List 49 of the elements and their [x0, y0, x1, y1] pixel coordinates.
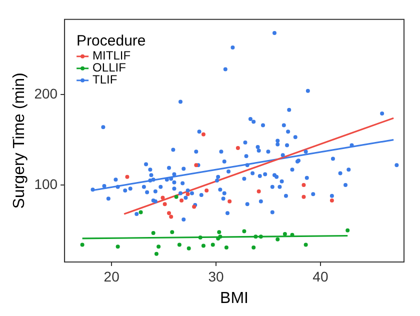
y-tick-label: 100 [34, 176, 58, 192]
point [217, 230, 222, 234]
point [198, 236, 202, 240]
point [242, 229, 246, 234]
point [346, 228, 350, 232]
legend-label: OLLIF [92, 60, 126, 75]
point [256, 189, 261, 194]
point [302, 194, 306, 199]
point [177, 242, 182, 247]
point [151, 231, 156, 236]
point [228, 199, 232, 204]
x-axis-title: BMI [220, 290, 249, 307]
point [204, 188, 209, 192]
point [330, 198, 334, 202]
point [201, 244, 206, 248]
point [80, 242, 84, 247]
point [167, 211, 171, 216]
point [156, 244, 161, 249]
point [224, 246, 228, 250]
x-tick-label: 30 [208, 268, 224, 284]
point [169, 214, 174, 219]
point [138, 210, 143, 214]
point [201, 132, 206, 136]
point [304, 242, 308, 247]
x-tick-label: 20 [104, 268, 120, 284]
legend-label: MITLIF [92, 48, 131, 63]
point [258, 234, 263, 239]
point [254, 234, 258, 239]
point [174, 194, 178, 199]
point [302, 183, 306, 188]
point [180, 198, 184, 202]
y-tick-label: 200 [34, 85, 58, 102]
point [162, 202, 167, 206]
point [170, 230, 174, 234]
point [236, 146, 240, 150]
point [154, 252, 158, 256]
x-tick-label: 40 [312, 268, 328, 284]
legend-title: Procedure [76, 32, 146, 50]
y-axis-title: Surgery Time (min) [11, 72, 28, 209]
point [186, 192, 190, 196]
point [160, 196, 165, 200]
point [276, 237, 280, 242]
point [210, 242, 215, 247]
point [125, 174, 130, 179]
point [186, 246, 191, 250]
legend-label: TLIF [92, 72, 118, 87]
point [282, 232, 287, 236]
point [252, 246, 256, 250]
point [116, 244, 120, 249]
